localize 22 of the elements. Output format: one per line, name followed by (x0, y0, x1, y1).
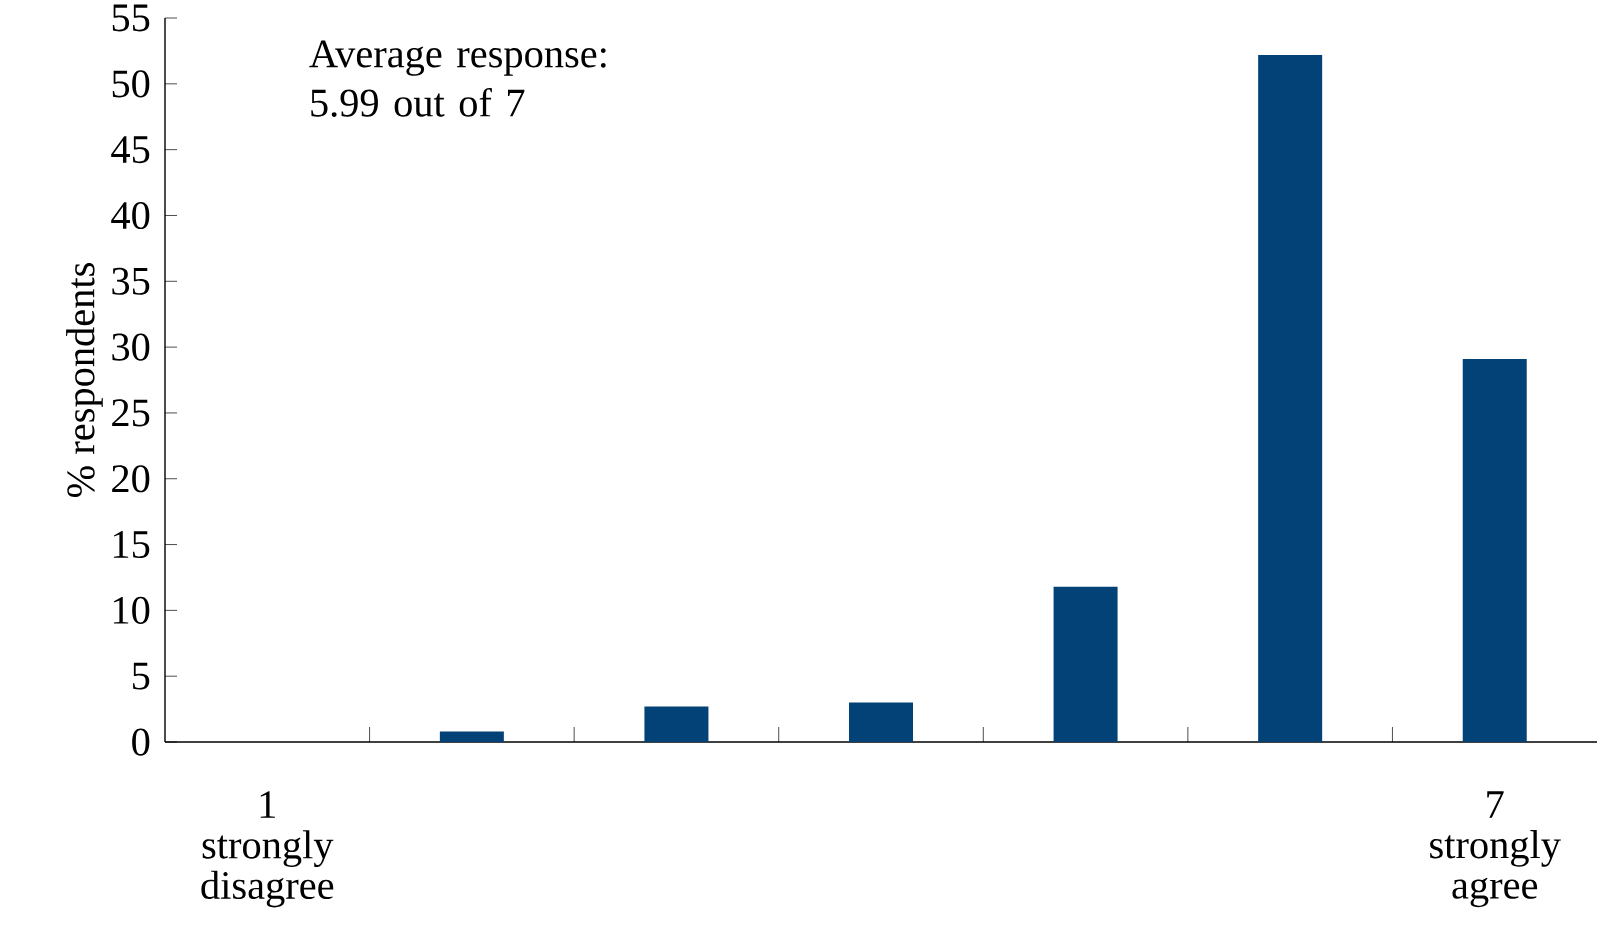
bar (1053, 586, 1118, 742)
x-tick-label: 7 strongly agree (1430, 791, 1561, 908)
bar (439, 731, 504, 742)
y-tick-label: 50 (112, 70, 150, 98)
y-tick-label: 35 (112, 267, 150, 295)
y-tick-label: 45 (111, 136, 150, 164)
y-tick-label: 5 (132, 662, 150, 690)
y-tick-label: 0 (132, 728, 150, 756)
y-tick-label: 10 (113, 596, 150, 624)
y-tick-label: 15 (113, 531, 150, 559)
bar (644, 706, 709, 742)
y-axis-title: % respondents (66, 263, 103, 498)
bar (849, 702, 914, 742)
x-tick-label: 1 strongly disagree (201, 791, 334, 908)
bar (1258, 54, 1323, 742)
y-tick-label: 25 (112, 399, 150, 427)
y-tick-label: 30 (112, 333, 150, 361)
y-tick-label: 20 (112, 465, 150, 493)
y-tick-label: 55 (112, 4, 150, 32)
y-tick-label: 40 (111, 201, 150, 230)
bar (1462, 358, 1527, 742)
annotation: Average response: 5.99 out of 7 (309, 40, 606, 117)
